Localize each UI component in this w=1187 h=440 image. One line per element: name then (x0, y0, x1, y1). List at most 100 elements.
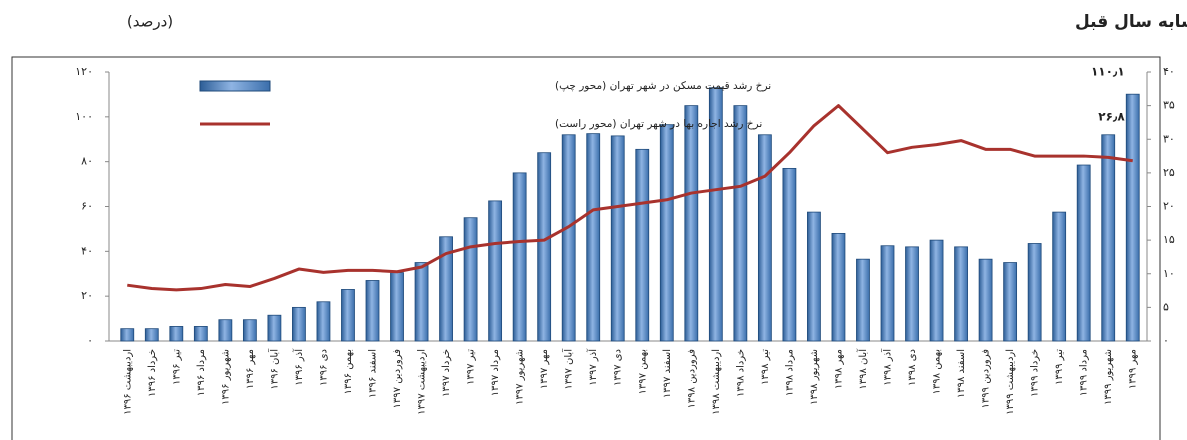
bar (292, 306, 306, 342)
y2-tick-label: ۴۰ (1163, 65, 1175, 78)
x-tick-label: شهریور ۱۳۹۹ (1103, 349, 1114, 405)
x-tick-label: فروردین ۱۳۹۸ (686, 349, 697, 409)
y2-tick-label: ۵ (1163, 300, 1169, 313)
bar (978, 258, 993, 342)
x-tick-label: مهر ۱۳۹۹ (1128, 349, 1139, 389)
x-tick-label: شهریور ۱۳۹۶ (220, 349, 231, 405)
bar (659, 124, 674, 342)
y2-tick-label: ۳۰ (1163, 132, 1175, 145)
x-tick-label: اردیبهشت ۱۳۹۹ (1005, 349, 1016, 415)
y2-tick-label: ۱۵ (1163, 233, 1175, 246)
x-tick-label: مهر ۱۳۹۷ (539, 349, 550, 389)
x-tick-label: دی ۱۳۹۶ (318, 349, 329, 386)
x-tick-label: بهمن ۱۳۹۸ (932, 349, 943, 394)
x-tick-label: آبان ۱۳۹۸ (856, 348, 869, 390)
x-tick-label: دی ۱۳۹۷ (613, 349, 624, 386)
bar (1101, 134, 1116, 342)
x-tick-label: مرداد ۱۳۹۸ (784, 349, 795, 396)
x-tick-label: آبان ۱۳۹۶ (267, 348, 280, 390)
x-tick-label: آذر ۱۳۹۸ (881, 348, 894, 386)
x-tick-label: خرداد ۱۳۹۶ (147, 349, 158, 397)
bar (708, 87, 723, 342)
x-tick-label: اسفند ۱۳۹۶ (368, 349, 379, 398)
bar (561, 134, 576, 342)
y2-tick-label: ۲۵ (1163, 166, 1175, 179)
bar (341, 289, 355, 342)
y-tick-label: ۸۰ (81, 155, 93, 168)
y2-tick-label: ۲۰ (1163, 200, 1175, 213)
bar (635, 148, 650, 342)
bar (807, 211, 821, 342)
line (127, 104, 1133, 292)
legend-label: نرخ رشد قیمت مسکن در شهر تهران (محور چپ) (555, 80, 771, 92)
bar (1027, 243, 1042, 342)
y-tick-label: ۱۲۰ (75, 65, 93, 78)
bar (586, 133, 601, 342)
x-tick-label: شهریور ۱۳۹۸ (809, 349, 820, 405)
x-tick-label: فروردین ۱۳۹۷ (392, 349, 403, 409)
unit-label: (درصد) (127, 13, 173, 31)
chart-title: نمودار ۶- روند رشد قیمت مسکن و اجاره‌بها… (1075, 12, 1187, 32)
bar (390, 272, 404, 342)
bar (880, 245, 895, 342)
y2-tick-label: ۳۵ (1163, 99, 1175, 112)
x-tick-label: آذر ۱۳۹۷ (586, 348, 599, 386)
x-tick-label: اردیبهشت ۱۳۹۸ (711, 349, 722, 415)
bar (218, 319, 233, 342)
x-tick-label: اسفند ۱۳۹۸ (956, 349, 967, 398)
bar (831, 232, 846, 342)
y2-tick-label: ۰ (1163, 334, 1169, 347)
bar (537, 152, 552, 342)
bar (193, 326, 208, 342)
bar (1076, 164, 1091, 342)
bar (733, 105, 748, 342)
bar (954, 246, 968, 342)
bar (610, 135, 625, 342)
bar (684, 105, 699, 342)
y-tick-label: ۲۰ (81, 289, 93, 302)
bar (929, 239, 944, 342)
x-tick-label: آبان ۱۳۹۷ (562, 348, 575, 390)
bar (439, 236, 453, 342)
y-tick-label: ۰ (87, 334, 93, 347)
y2-tick-label: ۱۰ (1163, 267, 1175, 280)
annotation: ۲۶٫۸ (1098, 109, 1125, 123)
legend-label: نرخ رشد اجاره بها در شهر تهران (محور راس… (555, 118, 762, 130)
x-tick-label: مرداد ۱۳۹۹ (1079, 349, 1090, 396)
x-tick-label: خرداد ۱۳۹۸ (735, 349, 746, 397)
x-tick-label: اردیبهشت ۱۳۹۶ (122, 349, 133, 415)
bar (905, 246, 919, 342)
bar (365, 280, 380, 342)
x-tick-label: خرداد ۱۳۹۹ (1030, 349, 1041, 397)
legend-swatch (199, 80, 271, 92)
x-tick-label: مهر ۱۳۹۸ (833, 349, 844, 389)
x-tick-label: تیر ۱۳۹۸ (760, 349, 771, 385)
bar (1125, 93, 1140, 342)
x-tick-label: شهریور ۱۳۹۷ (515, 349, 526, 405)
x-tick-label: تیر ۱۳۹۹ (1054, 349, 1065, 385)
x-tick-label: دی ۱۳۹۸ (907, 349, 918, 386)
x-tick-label: بهمن ۱۳۹۷ (637, 349, 648, 394)
x-tick-label: مرداد ۱۳۹۶ (196, 349, 207, 396)
x-tick-label: بهمن ۱۳۹۶ (343, 349, 354, 394)
bar (414, 262, 429, 342)
bar (512, 172, 527, 342)
x-tick-label: اردیبهشت ۱۳۹۷ (417, 349, 428, 415)
x-tick-label: اسفند ۱۳۹۷ (662, 349, 673, 398)
x-tick-label: خرداد ۱۳۹۷ (441, 349, 452, 397)
bar (1052, 211, 1067, 342)
annotation: ۱۱۰٫۱ (1091, 65, 1125, 79)
bar (267, 314, 282, 342)
y-tick-label: ۴۰ (81, 244, 93, 257)
y-tick-label: ۱۰۰ (75, 110, 93, 123)
x-tick-label: تیر ۱۳۹۷ (466, 349, 477, 385)
y-tick-label: ۶۰ (81, 200, 93, 213)
bar (120, 328, 135, 342)
bar (1003, 262, 1018, 342)
bar (144, 328, 159, 342)
bar (856, 258, 870, 342)
bar (488, 200, 503, 342)
bar (169, 326, 184, 342)
bar (463, 217, 478, 342)
